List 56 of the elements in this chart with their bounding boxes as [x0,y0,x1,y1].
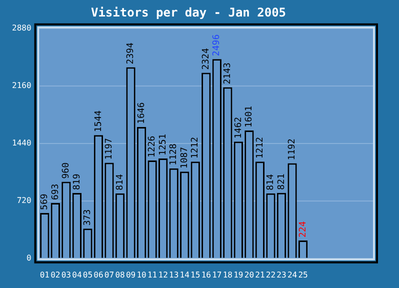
data-label: 1212 [190,136,201,159]
data-label: 373 [83,209,94,226]
x-tick-label: 09 [126,270,136,280]
x-tick-label: 21 [255,270,265,280]
x-tick-label: 01 [40,270,50,280]
x-tick-label: 14 [180,270,190,280]
x-tick-label: 13 [169,270,179,280]
data-label: 569 [40,194,50,210]
data-label: 224 [298,221,308,238]
chart-title: Visitors per day - Jan 2005 [90,5,286,20]
x-tick-label: 15 [190,270,200,280]
x-tick-label: 04 [72,270,82,280]
x-tick-label: 03 [61,270,72,280]
data-label: 821 [276,174,287,190]
data-label: 2143 [223,62,234,84]
data-label: 1197 [104,138,115,160]
data-label: 1128 [169,144,180,166]
x-tick-label: 23 [276,270,286,280]
data-label: 1646 [136,102,147,124]
x-tick-label: 25 [298,270,308,280]
y-tick-label: 2880 [12,23,32,32]
x-tick-label: 11 [147,270,158,280]
x-tick-label: 18 [222,270,233,280]
y-tick-label: 0 [26,253,32,262]
x-tick-label: 17 [212,270,222,280]
x-tick-label: 08 [115,270,126,280]
data-label: 1192 [288,138,298,160]
data-label: 1251 [158,134,168,156]
x-tick-label: 24 [287,270,298,280]
data-label: 960 [62,162,72,179]
data-label: 2324 [201,48,212,70]
x-tick-label: 20 [244,270,254,280]
x-tick-label: 05 [82,270,93,280]
data-label: 1226 [148,136,158,158]
x-tick-label: 07 [104,270,114,280]
data-label: 1087 [180,146,190,169]
x-tick-label: 22 [266,270,276,280]
y-tick-label: 2160 [12,80,32,90]
data-label: 2496 [212,34,222,56]
y-tick-label: 720 [16,196,32,205]
x-tick-label: 16 [201,270,212,280]
x-tick-label: 12 [158,270,168,280]
data-label: 819 [72,174,82,190]
data-label: 1212 [255,136,266,159]
x-tick-label: 19 [234,270,244,280]
data-label: 814 [266,174,276,190]
x-tick-label: 02 [50,270,60,280]
data-label: 2394 [126,42,136,64]
x-tick-label: 06 [94,270,104,280]
x-tick-label: 10 [136,270,147,280]
data-label: 1601 [244,106,255,128]
data-label: 1462 [234,116,244,139]
data-label: 693 [50,184,61,200]
data-label: 814 [115,174,126,190]
data-label: 1544 [94,110,104,132]
y-tick-label: 1440 [12,138,32,148]
